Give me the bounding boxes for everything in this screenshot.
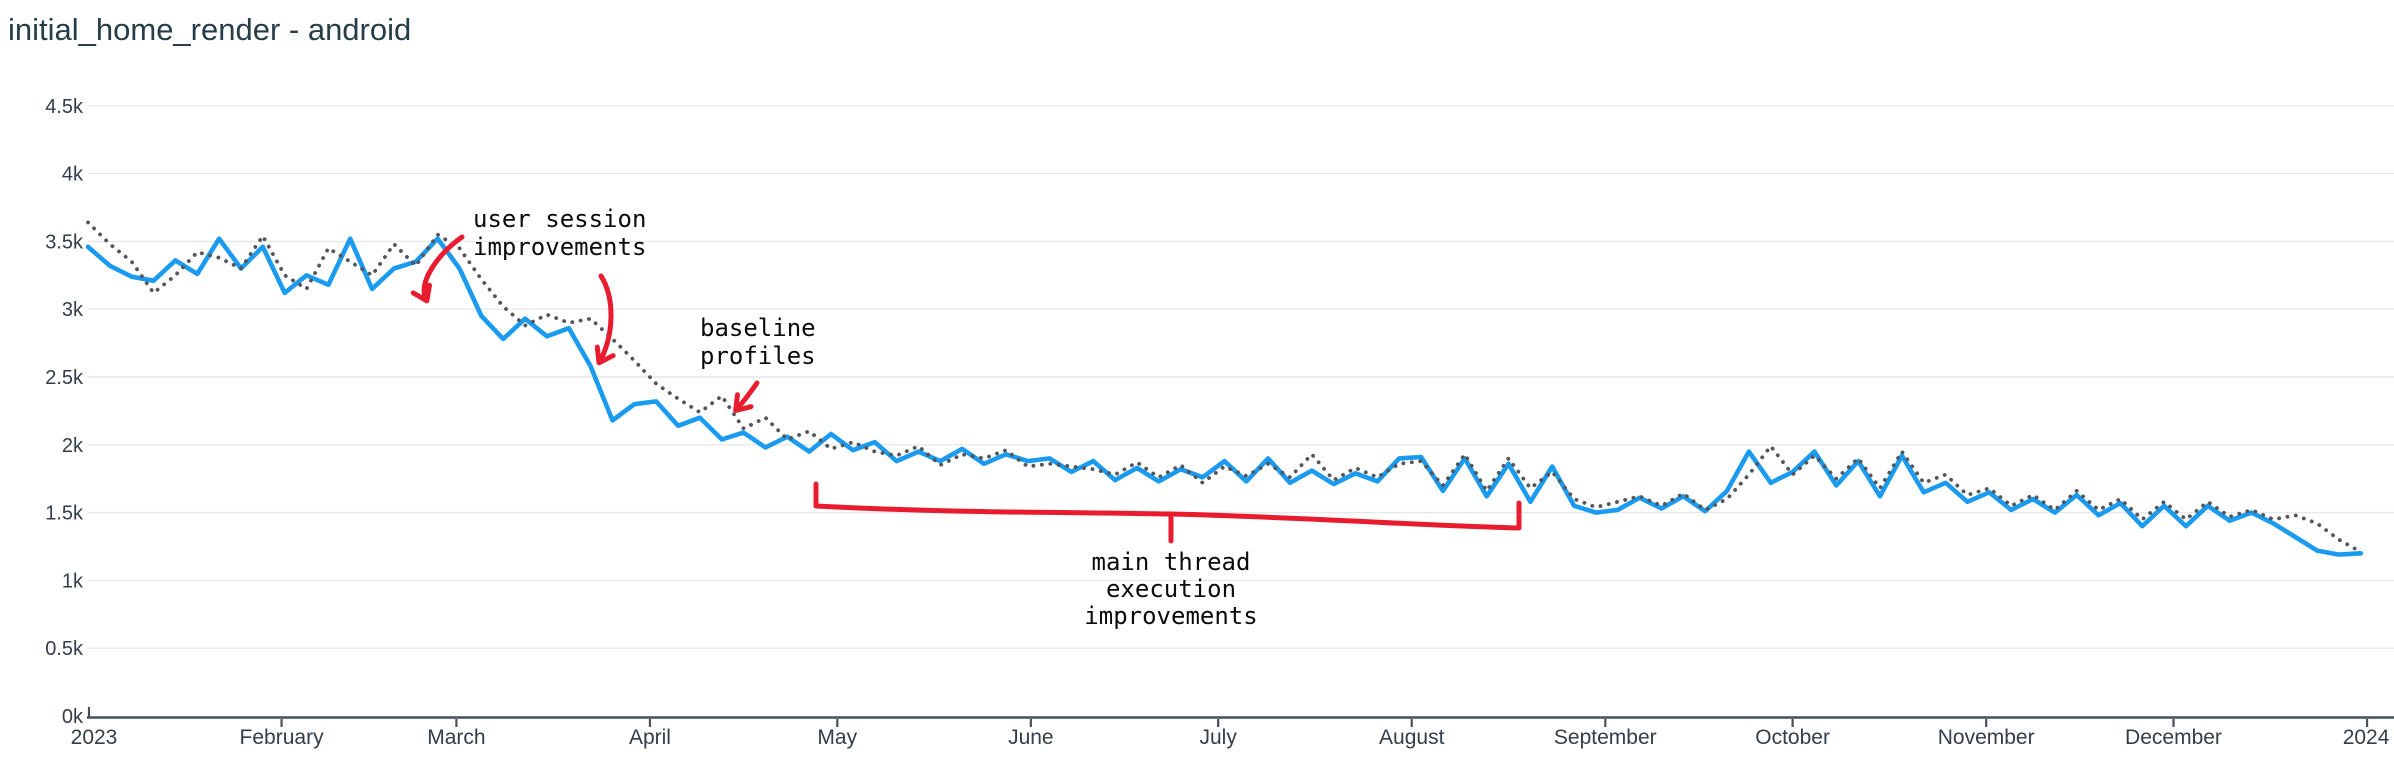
annotation-bracket (813, 481, 1522, 531)
x-tick-label: July (1199, 726, 1237, 749)
y-tick-label: 1.5k (45, 503, 84, 525)
x-tick-label: December (2125, 726, 2222, 749)
annotation-label-line: main thread (1092, 548, 1251, 576)
x-tick-label: May (817, 726, 857, 749)
y-tick-label: 3k (62, 299, 84, 321)
annotation-arrow (733, 380, 760, 414)
x-tick-label: April (629, 726, 671, 749)
gridlines (88, 105, 2394, 649)
series-lines (85, 220, 2364, 557)
x-tick-label: November (1938, 726, 2035, 749)
y-tick-label: 3.5k (45, 231, 84, 253)
x-tick-label: 2023 (71, 726, 118, 749)
annotation-arrow (594, 273, 616, 366)
x-tick-label: August (1379, 726, 1445, 749)
x-tick-label: February (240, 726, 325, 749)
y-tick-label: 4.5k (45, 96, 84, 118)
y-axis-labels: 0k 0.5k 1k 1.5k 2k 2.5k 3k 3.5k 4k 4.5k (45, 96, 84, 728)
annotation-label-line: baseline (700, 314, 816, 342)
annotation-label-line: execution (1106, 575, 1236, 603)
annotations: user sessionimprovementsbaselineprofiles… (410, 205, 1522, 630)
x-tick-label: 2024 (2343, 726, 2390, 749)
y-tick-label: 2k (62, 435, 84, 457)
series-line-blue-solid (85, 236, 2364, 557)
x-axis (87, 707, 2394, 727)
y-tick-label: 4k (62, 164, 84, 186)
x-axis-labels: 2023 February March April May June July August S… (71, 726, 2390, 749)
annotation-label-line: improvements (1084, 602, 1257, 630)
x-tick-label: March (427, 726, 485, 749)
y-tick-label: 1k (62, 570, 84, 592)
x-tick-label: October (1755, 726, 1830, 749)
y-tick-label: 2.5k (45, 367, 84, 389)
annotation-label-line: user session (473, 205, 646, 233)
annotation-label-line: profiles (700, 342, 816, 370)
y-tick-label: 0.5k (45, 638, 84, 660)
chart-title: initial_home_render - android (8, 12, 412, 47)
x-tick-label: September (1554, 726, 1657, 749)
y-tick-label: 0k (62, 706, 84, 728)
annotation-label-line: improvements (473, 233, 646, 261)
x-tick-label: June (1008, 726, 1054, 749)
annotation-arrow (410, 234, 465, 304)
